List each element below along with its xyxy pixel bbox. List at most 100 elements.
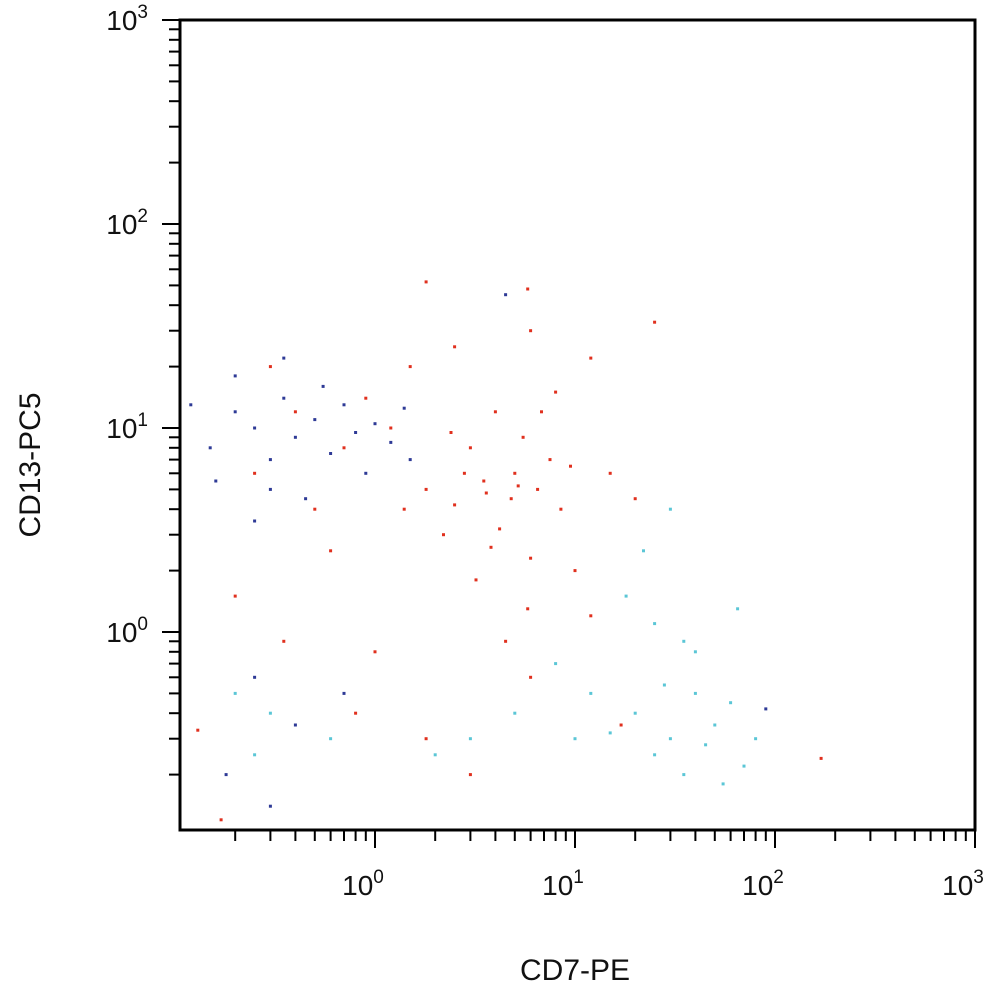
y-axis-ticks [162, 19, 180, 776]
data-point [529, 675, 533, 679]
data-point [313, 418, 317, 422]
data-point [304, 497, 308, 501]
data-point [402, 507, 406, 511]
data-point [554, 390, 558, 394]
data-point [704, 743, 708, 747]
data-point [224, 773, 228, 777]
data-point [668, 737, 672, 741]
data-point [653, 622, 657, 626]
data-point [642, 549, 645, 553]
data-point [253, 471, 257, 475]
data-point [402, 406, 406, 410]
data-point [268, 804, 272, 808]
data-point [282, 639, 286, 643]
data-point [554, 662, 558, 666]
data-point [268, 487, 272, 491]
y-tick-label: 102 [106, 206, 148, 240]
data-point [819, 756, 823, 760]
data-point [589, 614, 593, 618]
data-point [693, 691, 697, 695]
data-point [408, 365, 412, 369]
data-point [373, 422, 377, 426]
data-point [453, 345, 457, 349]
data-point [468, 446, 472, 450]
data-point [389, 440, 393, 444]
data-point [424, 280, 428, 284]
data-point [653, 753, 657, 757]
data-point [619, 723, 623, 727]
data-point [354, 711, 358, 715]
data-point [364, 396, 368, 400]
data-point [449, 431, 453, 434]
data-point [474, 578, 478, 582]
data-point [754, 737, 758, 741]
data-point [329, 452, 333, 455]
data-point [608, 731, 612, 735]
data-point [293, 435, 297, 439]
x-tick-label: 103 [942, 867, 984, 901]
data-point [693, 650, 697, 654]
data-point [196, 728, 200, 732]
data-point [329, 549, 333, 553]
data-points [189, 280, 823, 822]
data-point [282, 356, 286, 360]
data-point [233, 410, 237, 414]
data-point [321, 384, 325, 388]
x-axis-ticks [234, 830, 976, 848]
data-point [268, 365, 272, 369]
data-point [468, 737, 472, 741]
data-point [253, 519, 257, 523]
data-point [364, 471, 368, 475]
data-point [214, 479, 218, 483]
data-point [482, 479, 486, 483]
data-point [509, 497, 513, 501]
data-point [442, 533, 445, 537]
data-point [513, 471, 517, 475]
x-axis-title: CD7-PE [520, 954, 630, 987]
data-point [742, 764, 746, 768]
data-point [559, 507, 563, 511]
data-point [521, 435, 525, 439]
data-point [529, 329, 533, 333]
data-point [736, 607, 740, 611]
data-point [489, 545, 493, 549]
data-point [573, 737, 577, 741]
data-point [729, 701, 733, 705]
data-point [526, 287, 530, 291]
data-point [764, 707, 768, 711]
x-tick-label: 102 [742, 867, 784, 901]
data-point [233, 691, 237, 695]
data-point [389, 426, 393, 430]
data-point [668, 507, 672, 511]
data-point [462, 471, 466, 475]
y-axis-title: CD13-PC5 [14, 392, 47, 537]
data-point [529, 556, 533, 560]
data-point [569, 464, 572, 468]
data-point [633, 497, 637, 501]
y-tick-label: 101 [106, 410, 148, 444]
data-point [342, 403, 346, 407]
data-point [253, 426, 257, 430]
data-point [468, 773, 472, 777]
data-point [329, 737, 333, 741]
data-point [233, 374, 237, 378]
data-point [493, 410, 497, 414]
x-tick-label: 101 [542, 867, 584, 901]
data-point [682, 639, 686, 643]
data-point [526, 607, 530, 611]
data-point [662, 683, 666, 687]
data-point [208, 446, 212, 450]
data-point [513, 711, 517, 715]
data-point [424, 487, 428, 491]
data-point [540, 410, 543, 414]
data-point [253, 675, 257, 679]
data-point [313, 507, 317, 511]
data-point [282, 396, 286, 400]
data-point [721, 782, 725, 786]
data-point [653, 320, 657, 324]
data-point [713, 723, 717, 727]
x-tick-label: 100 [342, 867, 384, 901]
data-point [354, 431, 358, 434]
y-tick-label: 103 [106, 2, 148, 36]
data-point [633, 711, 637, 715]
